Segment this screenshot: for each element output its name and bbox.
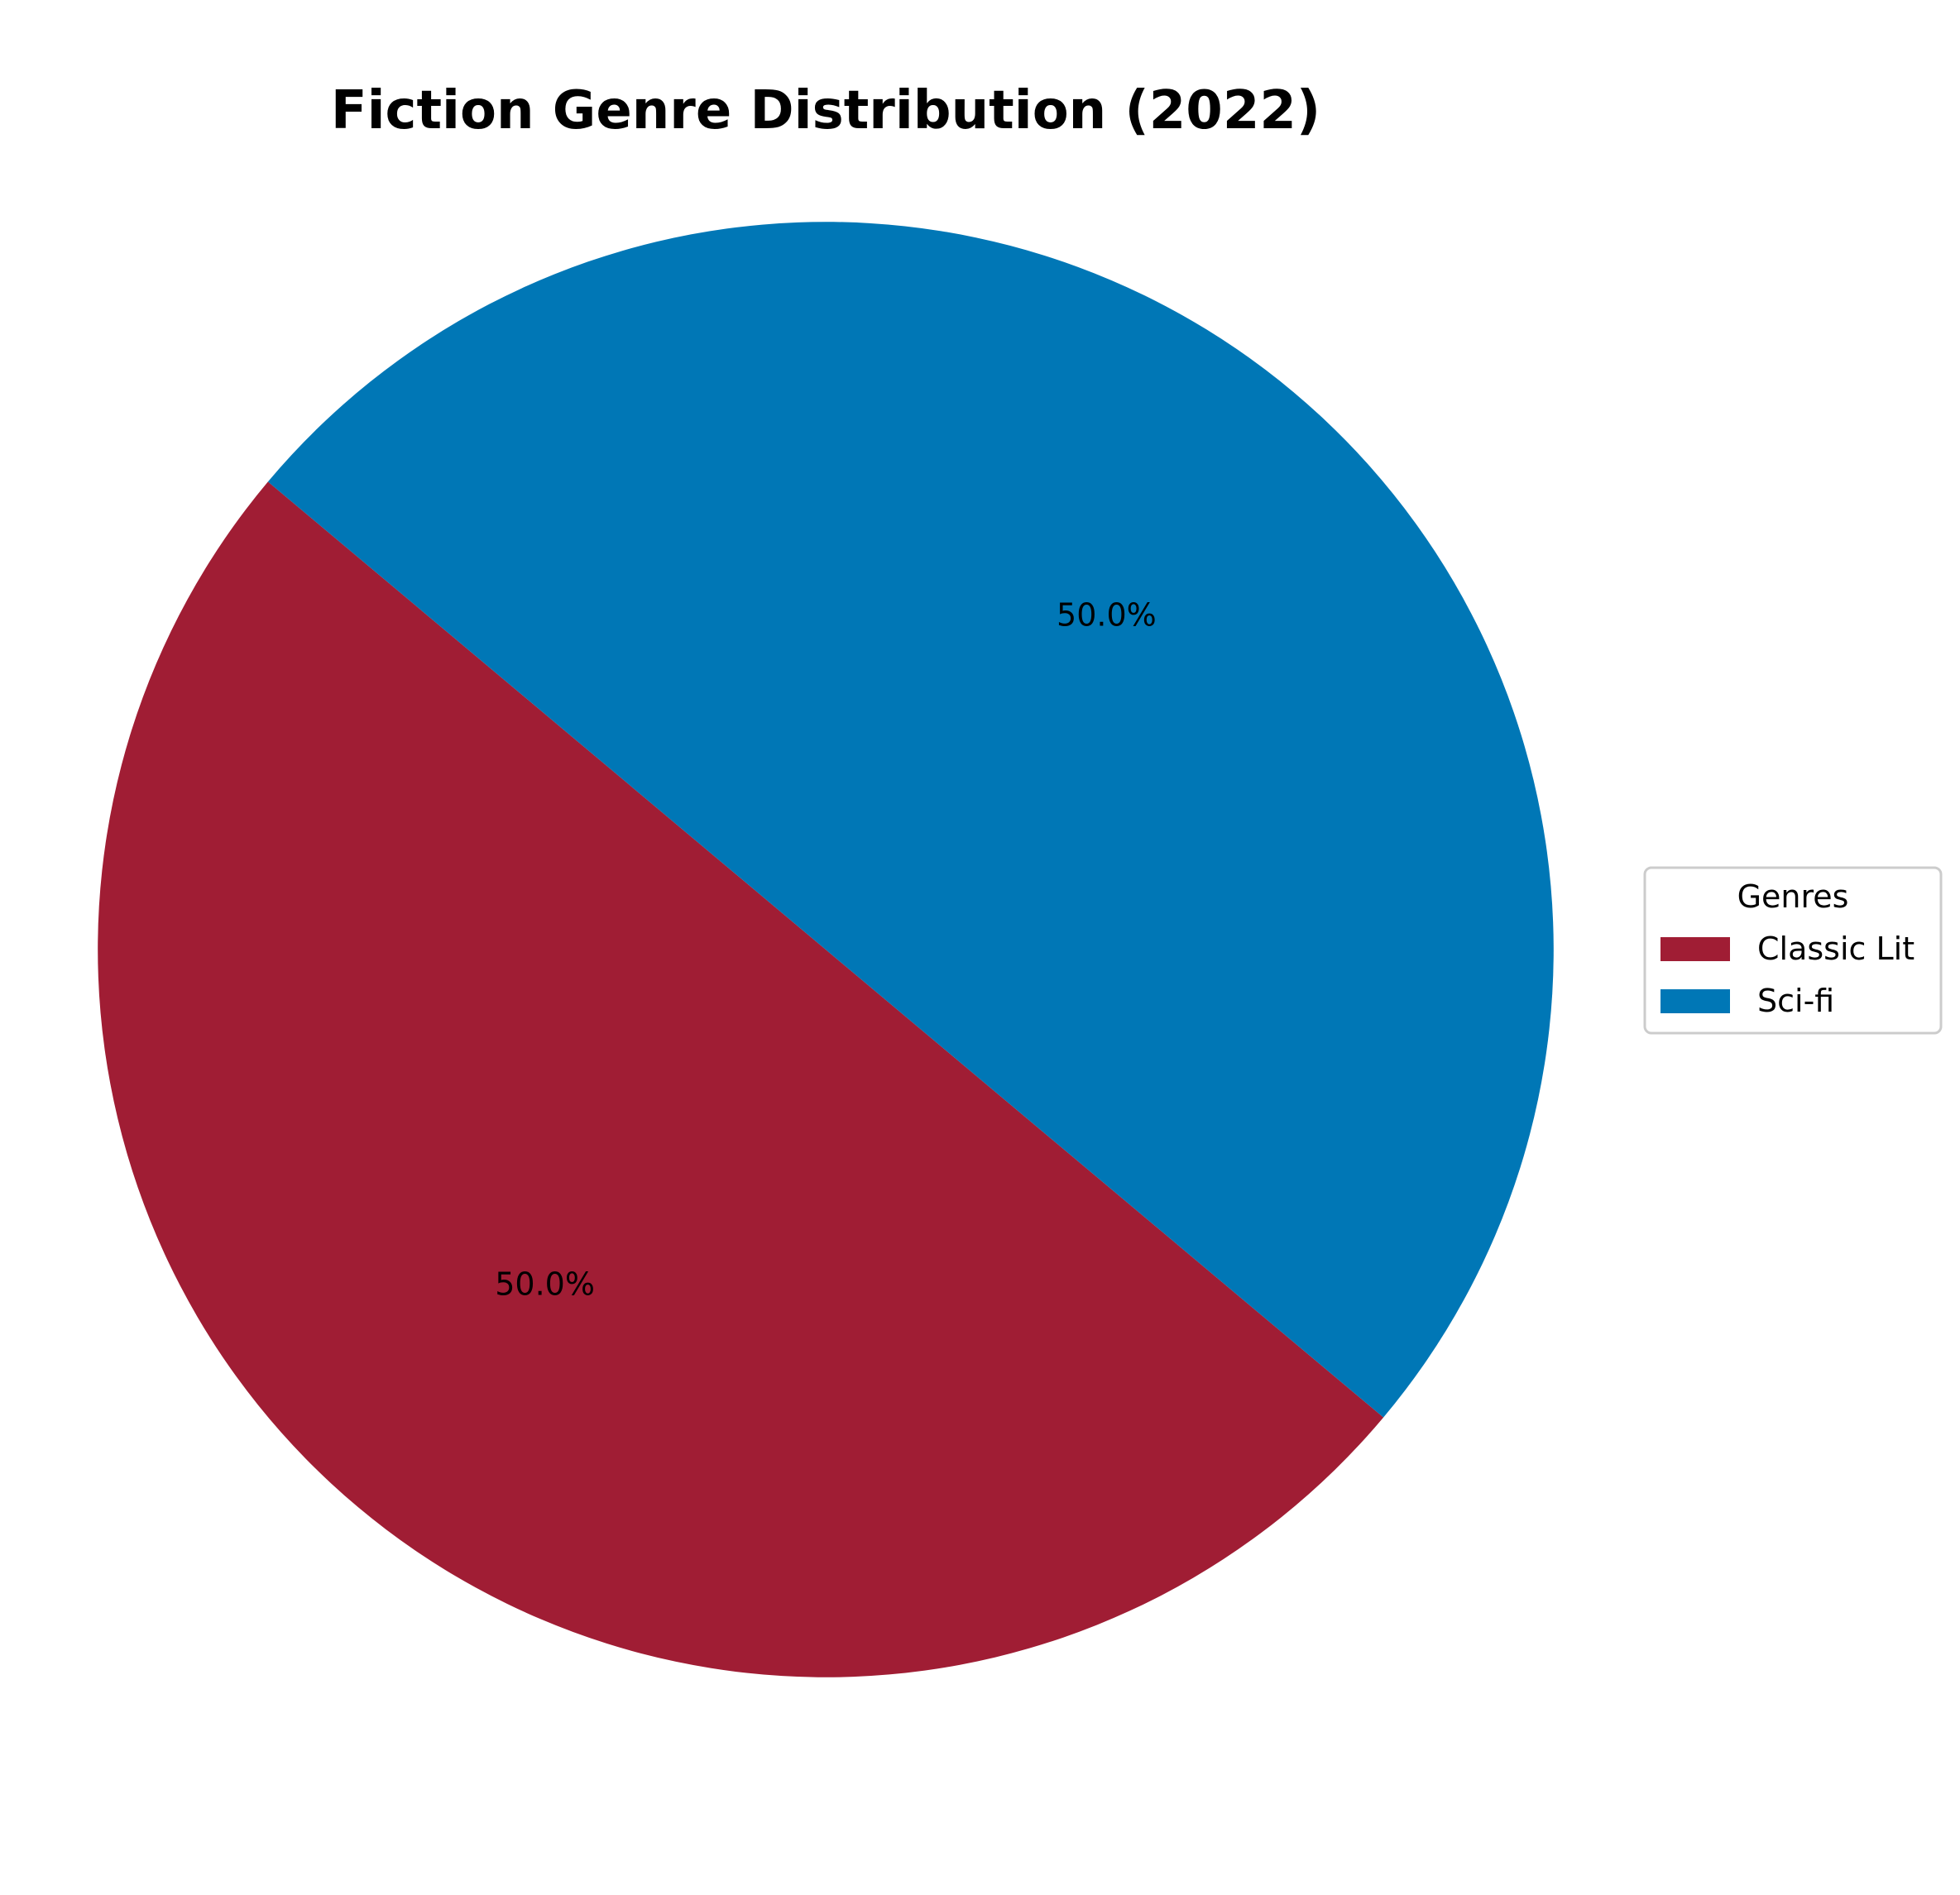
legend-label-classic-lit: Classic Lit <box>1757 931 1914 967</box>
chart-title: Fiction Genre Distribution (2022) <box>331 80 1320 141</box>
legend-swatch-classic-lit <box>1660 937 1730 961</box>
pie-slices <box>98 222 1554 1677</box>
legend-items: Classic Lit Sci-fi <box>1660 931 1914 1019</box>
legend-title: Genres <box>1737 878 1849 915</box>
pie-slice-sci-fi <box>267 222 1554 1418</box>
legend: Genres Classic Lit Sci-fi <box>1643 866 1943 1035</box>
legend-label-sci-fi: Sci-fi <box>1757 983 1834 1019</box>
legend-swatch-sci-fi <box>1660 989 1730 1013</box>
pie-label-classic-lit: 50.0% <box>495 1266 595 1302</box>
pie-percent-labels: 50.0% 50.0% <box>495 597 1157 1303</box>
pie-slice-classic-lit <box>98 481 1384 1677</box>
pie-label-sci-fi: 50.0% <box>1057 597 1157 634</box>
